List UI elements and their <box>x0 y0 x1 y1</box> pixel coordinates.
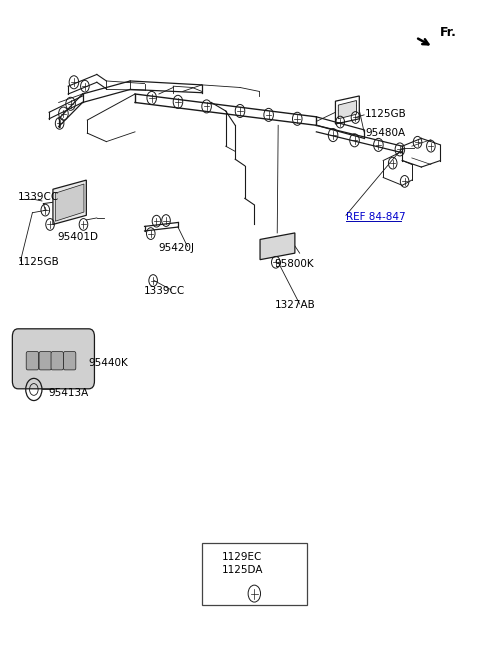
Text: Fr.: Fr. <box>440 26 456 39</box>
Text: REF 84-847: REF 84-847 <box>346 212 406 221</box>
Text: 1125GB: 1125GB <box>18 257 60 267</box>
FancyBboxPatch shape <box>63 352 76 370</box>
Text: 1339CC: 1339CC <box>144 286 185 296</box>
FancyBboxPatch shape <box>39 352 51 370</box>
Polygon shape <box>260 233 295 259</box>
Text: 1339CC: 1339CC <box>18 192 60 202</box>
Bar <box>202 543 307 605</box>
Text: 1129EC: 1129EC <box>222 552 262 562</box>
FancyBboxPatch shape <box>26 352 38 370</box>
Text: 95440K: 95440K <box>89 358 129 368</box>
Text: 1125DA: 1125DA <box>222 565 264 575</box>
Text: 95800K: 95800K <box>275 259 314 269</box>
Polygon shape <box>53 180 86 225</box>
Text: 95480A: 95480A <box>365 128 405 138</box>
Polygon shape <box>338 100 357 119</box>
Text: 1125GB: 1125GB <box>365 109 407 119</box>
Text: 95401D: 95401D <box>58 233 99 242</box>
Polygon shape <box>55 184 84 221</box>
Text: 1327AB: 1327AB <box>275 301 315 310</box>
Text: 95413A: 95413A <box>48 388 88 398</box>
FancyBboxPatch shape <box>12 329 95 389</box>
Text: 95420J: 95420J <box>158 243 194 253</box>
FancyBboxPatch shape <box>51 352 63 370</box>
